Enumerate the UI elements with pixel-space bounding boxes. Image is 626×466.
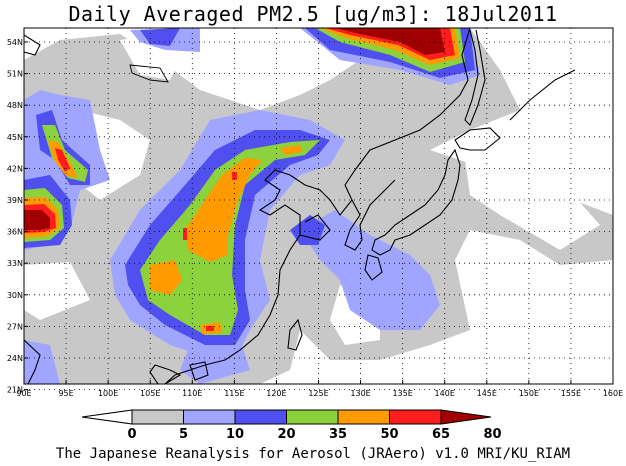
coastline-sakhalin [464,29,486,126]
pm25-band-65-80-d [183,228,187,240]
lat-tick-label: 33N [7,259,23,268]
latitude-labels: 54N 51N 48N 45N 42N 39N 36N 33N 30N 27N 24N 21N [7,38,23,395]
lat-tick-label: 45N [7,133,23,142]
lon-tick-label: 90E [16,389,31,398]
coastline-kyushu [364,254,383,281]
lon-tick-label: 150E [519,389,539,398]
lon-tick-label: 95E [58,389,73,398]
colorbar-segment [234,409,287,425]
lat-tick-label: 42N [7,164,23,173]
pm25-band-65-80 [55,148,70,172]
lon-tick-label: 110E [182,389,202,398]
colorbar-under-triangle [81,409,133,425]
lat-tick-label: 36N [7,228,23,237]
coastline-kurils [509,69,576,121]
lon-tick-label: 100E [98,389,118,398]
coastline-mainland [164,28,471,384]
coastline-hokkaido [454,127,501,151]
colorbar-label: 0 [127,427,136,442]
lake-balkhash [24,34,41,56]
colorbar-label: 65 [432,427,450,442]
coastline-honshu [371,148,461,256]
lon-tick-label: 115E [224,389,244,398]
colorbar-segment [389,409,442,425]
colorbar-label: 10 [226,427,244,442]
pm25-band-80-plus [24,210,50,230]
axis-ticks [23,41,614,391]
colorbar-label: 50 [380,427,398,442]
pm25-band-0-5-b [190,40,320,82]
colorbar-label: 80 [483,427,501,442]
lon-tick-label: 105E [140,389,160,398]
lon-tick-label: 160E [603,389,623,398]
lon-tick-label: 125E [308,389,328,398]
pm25-band-50-65-b [150,260,182,295]
credit-line: The Japanese Reanalysis for Aerosol (JRA… [55,446,571,462]
lake-baikal [129,64,169,83]
coastline-indochina [149,364,182,384]
colorbar-label: 5 [179,427,188,442]
map-title: Daily Averaged PM2.5 [ug/m3]: 18Jul2011 [68,2,558,26]
lat-tick-label: 48N [7,101,23,110]
pm25-band-50-65 [185,158,262,262]
longitude-labels: 90E 95E 100E 105E 110E 115E 120E 125E 130E 135E 14… [16,389,623,398]
pm25-band-0-5-d [465,160,600,250]
lat-tick-label: 21N [7,386,23,395]
lat-tick-label: 27N [7,322,23,331]
pm25-band-35-50 [140,140,320,335]
lon-tick-label: 155E [561,389,581,398]
lon-tick-label: 120E [266,389,286,398]
colorbar-over-triangle [440,409,492,425]
colorbar-label: 35 [329,427,347,442]
lon-tick-label: 130E [350,389,370,398]
colorbar-segment [337,409,390,425]
lat-tick-label: 39N [7,196,23,205]
lon-tick-label: 145E [477,389,497,398]
lat-tick-label: 30N [7,291,23,300]
lon-tick-label: 135E [392,389,412,398]
pm25-band-65-80-e [232,172,237,180]
pm25-band-20-35-e [140,28,180,46]
pm25-band-35-50-b [42,125,88,182]
colorbar-label: 20 [277,427,295,442]
coastline-bohai [299,214,331,241]
lat-tick-label: 54N [7,38,23,47]
lon-tick-label: 140E [435,389,455,398]
coastline-hainan [189,361,209,381]
colorbar-segment [286,409,339,425]
pm25-field [24,28,613,384]
pm25-band-0-5-g [24,262,90,320]
pm25-band-50-65-c [280,145,302,155]
coastline-taiwan [287,318,303,351]
colorbar: 0 5 10 20 35 50 65 80 [81,409,502,442]
pm25-band-10-20-c [300,210,440,330]
pm25-band-80-plus-b [335,28,445,55]
colorbar-segment [183,409,236,425]
colorbar-segment [131,409,184,425]
lat-tick-label: 24N [7,354,23,363]
coastline-west [24,339,41,384]
lat-tick-label: 51N [7,70,23,79]
pm25-band-0-5-f [480,28,613,150]
graticule [24,28,613,391]
pm25-band-65-80-f [206,326,214,331]
